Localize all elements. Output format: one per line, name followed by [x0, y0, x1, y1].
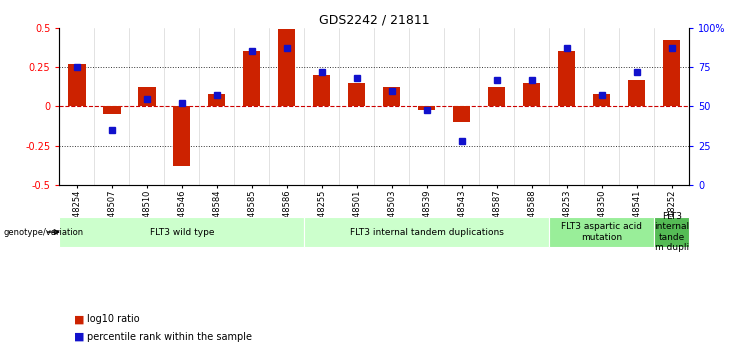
Bar: [103, 106, 121, 114]
Text: percentile rank within the sample: percentile rank within the sample: [87, 332, 253, 342]
Bar: [243, 51, 261, 106]
Bar: [593, 94, 611, 106]
Bar: [208, 94, 225, 106]
Bar: [418, 106, 436, 110]
Text: log10 ratio: log10 ratio: [87, 314, 140, 324]
Text: FLT3 internal tandem duplications: FLT3 internal tandem duplications: [350, 227, 504, 237]
Text: FLT3 aspartic acid
mutation: FLT3 aspartic acid mutation: [561, 222, 642, 242]
Text: FLT3
internal
tande
m dupli: FLT3 internal tande m dupli: [654, 212, 689, 252]
Text: genotype/variation: genotype/variation: [4, 227, 84, 237]
Bar: [453, 106, 471, 122]
Bar: [558, 51, 576, 106]
Bar: [383, 88, 400, 106]
Bar: [278, 29, 296, 106]
Bar: [523, 83, 540, 106]
Bar: [663, 40, 680, 106]
Text: ■: ■: [74, 332, 84, 342]
Bar: [313, 75, 330, 106]
Bar: [488, 88, 505, 106]
Bar: [138, 88, 156, 106]
Text: ■: ■: [74, 314, 84, 324]
Title: GDS2242 / 21811: GDS2242 / 21811: [319, 13, 430, 27]
Bar: [348, 83, 365, 106]
Bar: [173, 106, 190, 166]
Bar: [628, 80, 645, 106]
Text: FLT3 wild type: FLT3 wild type: [150, 227, 214, 237]
Bar: [68, 64, 85, 106]
